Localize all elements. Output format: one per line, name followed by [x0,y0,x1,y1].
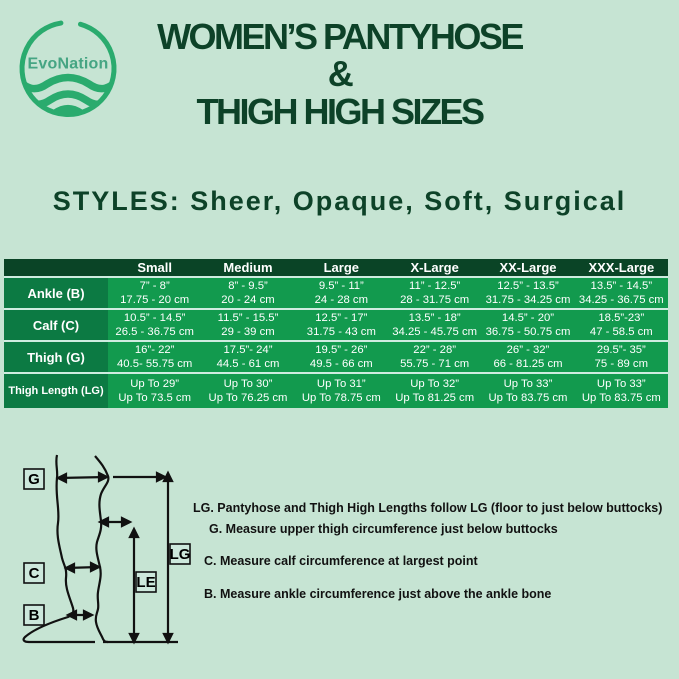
svg-text:C: C [29,565,40,582]
svg-text:G: G [28,471,40,488]
svg-text:LG: LG [170,546,191,563]
svg-text:LE: LE [136,574,155,591]
svg-text:B: B [29,607,40,624]
